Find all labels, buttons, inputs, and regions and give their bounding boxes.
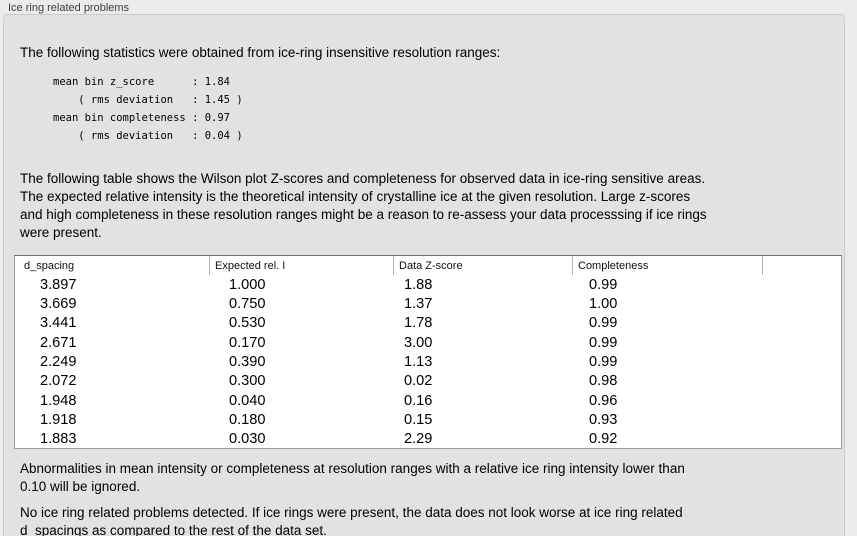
cell-data-z-score: 3.00	[404, 334, 433, 351]
conclusion-note: No ice ring related problems detected. I…	[20, 504, 840, 536]
description-line: were present.	[20, 225, 102, 240]
cell-completeness: 0.99	[589, 353, 618, 370]
cell-d-spacing: 1.918	[40, 411, 77, 428]
table-row[interactable]: 1.948 0.040 0.16 0.96	[15, 391, 841, 410]
cell-completeness: 0.96	[589, 392, 618, 409]
cell-data-z-score: 1.13	[404, 353, 433, 370]
stats-line: mean bin completeness : 0.97	[53, 112, 231, 124]
cell-data-z-score: 1.37	[404, 295, 433, 312]
table-row[interactable]: 3.441 0.530 1.78 0.99	[15, 314, 841, 333]
cell-d-spacing: 2.671	[40, 334, 77, 351]
cell-data-z-score: 0.02	[404, 373, 433, 390]
cell-expected-rel-i: 0.750	[229, 295, 266, 312]
cell-d-spacing: 1.948	[40, 392, 77, 409]
conclusion-note-line: d_spacings as compared to the rest of th…	[20, 523, 327, 536]
column-header-empty	[762, 256, 841, 275]
table-row[interactable]: 3.897 1.000 1.88 0.99	[15, 275, 841, 294]
cell-d-spacing: 3.897	[40, 276, 77, 293]
cell-completeness: 0.99	[589, 276, 618, 293]
cell-data-z-score: 2.29	[404, 431, 433, 448]
cell-completeness: 0.92	[589, 431, 618, 448]
description-line: The expected relative intensity is the t…	[20, 189, 691, 204]
cell-expected-rel-i: 0.390	[229, 353, 266, 370]
column-header-data-z-score[interactable]: Data Z-score	[393, 256, 572, 275]
ignore-note: Abnormalities in mean intensity or compl…	[20, 460, 840, 496]
description-line: and high completeness in these resolutio…	[20, 207, 707, 222]
cell-completeness: 0.99	[589, 334, 618, 351]
cell-completeness: 0.99	[589, 315, 618, 332]
table-row[interactable]: 2.249 0.390 1.13 0.99	[15, 352, 841, 371]
table-row[interactable]: 2.072 0.300 0.02 0.98	[15, 372, 841, 391]
cell-d-spacing: 1.883	[40, 431, 77, 448]
cell-data-z-score: 1.88	[404, 276, 433, 293]
cell-expected-rel-i: 0.530	[229, 315, 266, 332]
table-row[interactable]: 3.669 0.750 1.37 1.00	[15, 294, 841, 313]
description-text: The following table shows the Wilson plo…	[20, 170, 840, 242]
column-header-d-spacing[interactable]: d_spacing	[24, 259, 75, 272]
cell-expected-rel-i: 0.300	[229, 373, 266, 390]
section-title: Ice ring related problems	[8, 2, 130, 14]
cell-d-spacing: 2.072	[40, 373, 77, 390]
cell-completeness: 1.00	[589, 295, 618, 312]
stats-line: ( rms deviation : 1.45 )	[53, 94, 243, 106]
cell-d-spacing: 3.669	[40, 295, 77, 312]
table-row[interactable]: 1.883 0.030 2.29 0.92	[15, 430, 841, 448]
conclusion-note-line: No ice ring related problems detected. I…	[20, 505, 683, 520]
cell-expected-rel-i: 0.030	[229, 431, 266, 448]
cell-data-z-score: 0.16	[404, 392, 433, 409]
cell-expected-rel-i: 1.000	[229, 276, 266, 293]
cell-data-z-score: 1.78	[404, 315, 433, 332]
cell-expected-rel-i: 0.180	[229, 411, 266, 428]
column-header-expected-rel-i[interactable]: Expected rel. I	[209, 256, 393, 275]
cell-expected-rel-i: 0.040	[229, 392, 266, 409]
ice-ring-groupbox: The following statistics were obtained f…	[3, 14, 845, 536]
column-header-completeness[interactable]: Completeness	[572, 256, 762, 275]
ignore-note-line: Abnormalities in mean intensity or compl…	[20, 461, 685, 476]
table-row[interactable]: 2.671 0.170 3.00 0.99	[15, 333, 841, 352]
cell-completeness: 0.93	[589, 411, 618, 428]
table-header-row: d_spacing Expected rel. I Data Z-score C…	[15, 256, 841, 275]
intro-text: The following statistics were obtained f…	[20, 45, 501, 60]
cell-expected-rel-i: 0.170	[229, 334, 266, 351]
table-row[interactable]: 1.918 0.180 0.15 0.93	[15, 410, 841, 429]
cell-d-spacing: 3.441	[40, 315, 77, 332]
stats-line: ( rms deviation : 0.04 )	[53, 130, 243, 142]
stats-line: mean bin z_score : 1.84	[53, 76, 231, 88]
cell-d-spacing: 2.249	[40, 353, 77, 370]
ignore-note-line: 0.10 will be ignored.	[20, 479, 141, 494]
cell-completeness: 0.98	[589, 373, 618, 390]
stats-block: mean bin z_score : 1.84 ( rms deviation …	[53, 73, 243, 145]
ice-ring-table[interactable]: d_spacing Expected rel. I Data Z-score C…	[14, 255, 842, 449]
cell-data-z-score: 0.15	[404, 411, 433, 428]
description-line: The following table shows the Wilson plo…	[20, 171, 706, 186]
